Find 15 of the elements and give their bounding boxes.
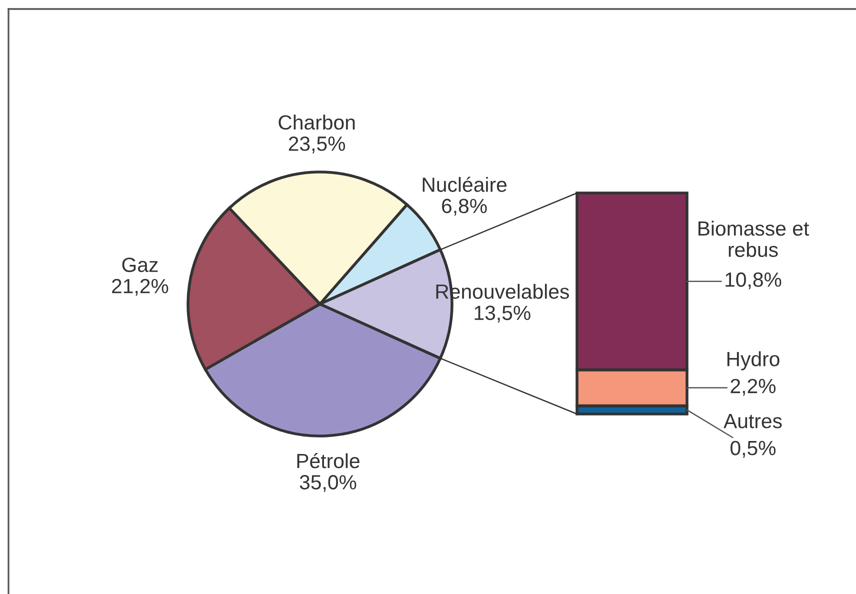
data-label: 35,0% — [300, 475, 356, 492]
series-label: Biomasse et rebus — [698, 220, 810, 258]
slice-label: Nucléaire — [422, 176, 506, 192]
data-label: 10,8% — [726, 272, 782, 290]
data-label: 0,5% — [730, 440, 776, 458]
series-label: Hydro — [727, 351, 780, 370]
slice-label: Charbon — [278, 114, 355, 130]
data-label: 13,5% — [474, 306, 530, 323]
data-label: 6,8% — [442, 198, 487, 216]
data-label: 21,2% — [112, 278, 168, 296]
data-label: 23,5% — [288, 136, 346, 154]
data-label: 2,2% — [730, 378, 776, 396]
slice-label: Pétrole — [297, 453, 360, 468]
series-label: Autres — [724, 414, 782, 428]
slice-label: Gaz — [122, 258, 158, 272]
